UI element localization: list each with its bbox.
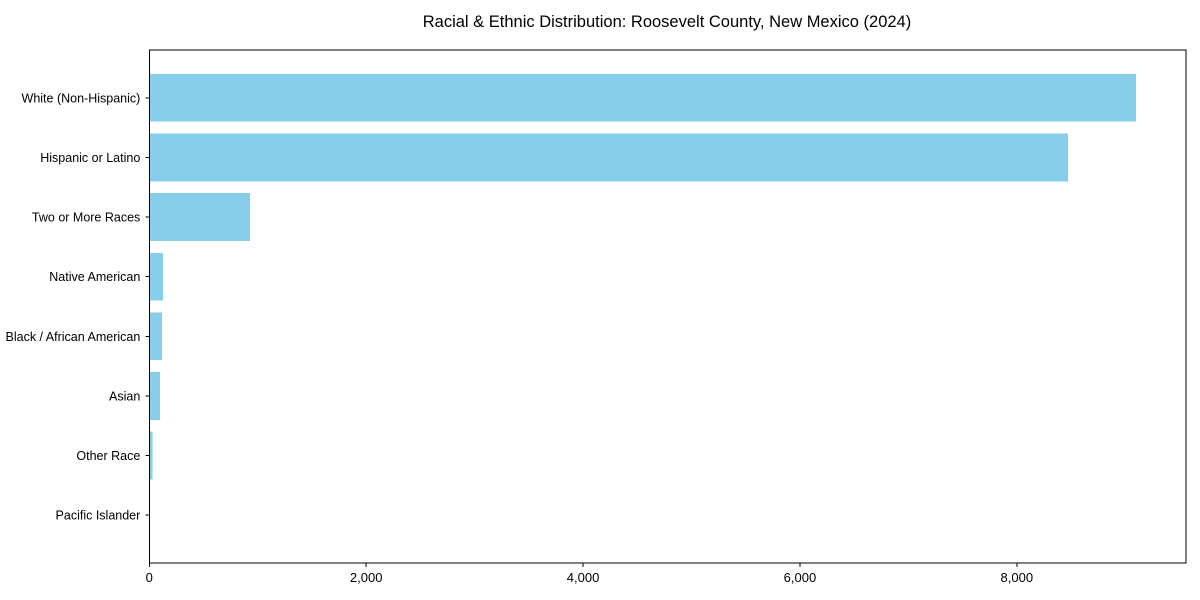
bar xyxy=(149,312,162,361)
x-axis-tick-label: 2,000 xyxy=(350,570,383,585)
bar xyxy=(149,133,1068,182)
y-axis-label: Pacific Islander xyxy=(56,509,141,523)
plot-area: White (Non-Hispanic) Hispanic or Latino Tw… xyxy=(6,49,1187,585)
bar xyxy=(149,193,251,241)
y-axis-label: Other Race xyxy=(76,449,140,463)
y-axis-label: Asian xyxy=(109,389,140,403)
y-axis-label: Black / African American xyxy=(6,330,141,344)
chart-title: Racial & Ethnic Distribution: Roosevelt … xyxy=(423,13,911,31)
bar xyxy=(149,252,163,301)
x-axis-tick-label: 8,000 xyxy=(1001,570,1034,585)
x-axis-tick-label: 4,000 xyxy=(567,570,600,585)
y-axis-label: Hispanic or Latino xyxy=(40,151,140,165)
y-axis-label: White (Non-Hispanic) xyxy=(22,91,141,105)
bar xyxy=(149,372,161,420)
bar xyxy=(149,74,1137,122)
y-axis-label: Native American xyxy=(49,270,140,284)
y-axis-label: Two or More Races xyxy=(32,211,140,225)
plot-border xyxy=(148,49,1187,564)
x-axis-tick-label: 0 xyxy=(146,570,153,585)
bar xyxy=(149,431,153,480)
x-axis-tick-label: 6,000 xyxy=(784,570,817,585)
